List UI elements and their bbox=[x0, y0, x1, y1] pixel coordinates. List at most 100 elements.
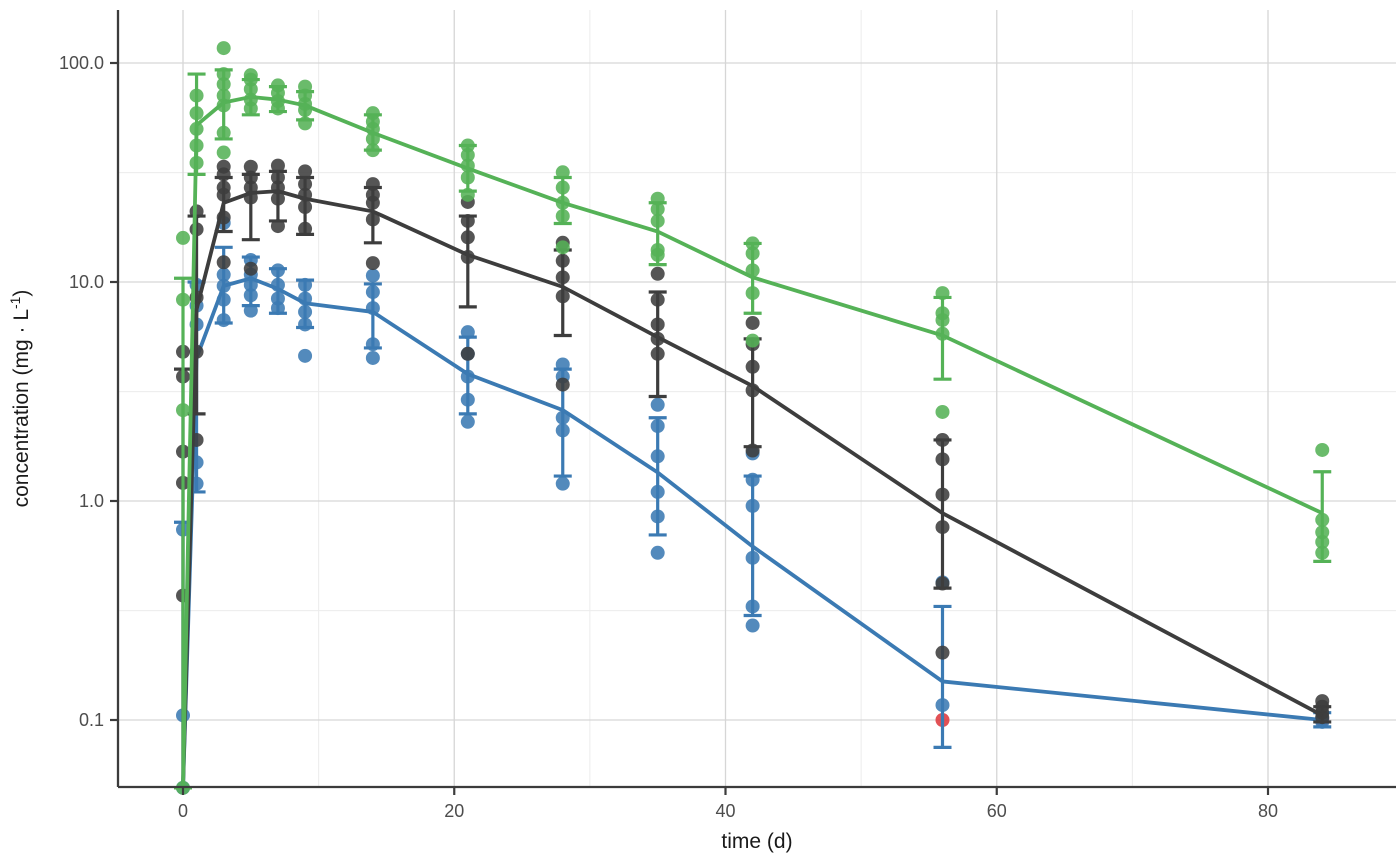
mean-line-low-blue bbox=[181, 276, 1323, 788]
data-point bbox=[555, 270, 570, 285]
data-point bbox=[270, 158, 285, 173]
data-point bbox=[243, 170, 258, 185]
data-point bbox=[935, 432, 950, 447]
data-point bbox=[745, 286, 760, 301]
data-point bbox=[650, 484, 665, 499]
data-point bbox=[298, 221, 313, 236]
data-point bbox=[270, 301, 285, 316]
data-point bbox=[460, 213, 475, 228]
x-tick-label: 80 bbox=[1258, 801, 1278, 821]
data-point bbox=[935, 576, 950, 591]
data-point bbox=[650, 449, 665, 464]
data-point bbox=[745, 599, 760, 614]
data-point bbox=[745, 618, 760, 633]
data-point bbox=[243, 288, 258, 303]
series-high-green bbox=[174, 41, 1332, 795]
data-point bbox=[555, 180, 570, 195]
data-point bbox=[1315, 525, 1330, 540]
data-point bbox=[365, 143, 380, 158]
data-point bbox=[216, 67, 231, 82]
x-tick-label: 40 bbox=[715, 801, 735, 821]
data-point bbox=[216, 267, 231, 282]
data-point bbox=[298, 177, 313, 192]
data-point bbox=[650, 419, 665, 434]
data-point bbox=[1315, 512, 1330, 527]
data-point bbox=[555, 357, 570, 372]
data-point bbox=[1315, 545, 1330, 560]
data-point bbox=[216, 41, 231, 56]
data-point bbox=[365, 177, 380, 192]
data-point bbox=[935, 313, 950, 328]
data-point bbox=[935, 520, 950, 535]
data-point bbox=[460, 170, 475, 185]
data-point bbox=[650, 213, 665, 228]
points-high-green bbox=[176, 41, 1330, 795]
y-axis-title: concentration (mg · L-1) bbox=[7, 290, 33, 508]
data-point bbox=[650, 247, 665, 262]
data-point bbox=[650, 346, 665, 361]
data-point bbox=[365, 337, 380, 352]
data-point bbox=[243, 82, 258, 97]
data-point bbox=[298, 164, 313, 179]
y-tick-label: 1.0 bbox=[79, 491, 104, 511]
data-point bbox=[650, 545, 665, 560]
data-point bbox=[1315, 442, 1330, 457]
data-point bbox=[365, 268, 380, 283]
data-point bbox=[745, 498, 760, 513]
data-point bbox=[365, 195, 380, 210]
data-point bbox=[650, 191, 665, 206]
data-point bbox=[650, 397, 665, 412]
axes: 0 20 40 60 80 0.1 1.0 10.0 100.0 time (d) concentr… bbox=[7, 10, 1396, 853]
x-tick-label: 20 bbox=[444, 801, 464, 821]
data-point bbox=[745, 236, 760, 251]
data-point bbox=[460, 230, 475, 245]
data-point bbox=[555, 377, 570, 392]
data-point bbox=[216, 77, 231, 92]
data-point bbox=[216, 145, 231, 160]
data-point bbox=[1315, 534, 1330, 549]
y-tick-label: 100.0 bbox=[59, 53, 104, 73]
data-point bbox=[189, 88, 204, 103]
data-point bbox=[216, 167, 231, 182]
data-point bbox=[243, 101, 258, 116]
series-mid-black bbox=[174, 158, 1332, 790]
data-point bbox=[555, 476, 570, 491]
data-point bbox=[298, 200, 313, 215]
data-point bbox=[189, 106, 204, 121]
x-tick-label: 0 bbox=[178, 801, 188, 821]
data-point bbox=[243, 159, 258, 174]
data-point bbox=[298, 116, 313, 131]
data-point bbox=[216, 187, 231, 202]
x-tick-label: 60 bbox=[987, 801, 1007, 821]
data-point bbox=[745, 443, 760, 458]
data-point bbox=[935, 452, 950, 467]
data-point bbox=[555, 289, 570, 304]
data-point bbox=[270, 219, 285, 234]
data-point bbox=[745, 550, 760, 565]
data-point bbox=[270, 263, 285, 278]
data-point bbox=[270, 101, 285, 116]
data-point bbox=[460, 325, 475, 340]
data-point bbox=[555, 209, 570, 224]
data-point bbox=[745, 472, 760, 487]
data-point bbox=[216, 125, 231, 140]
points-mid-black bbox=[176, 158, 1330, 725]
data-point bbox=[650, 202, 665, 217]
data-point bbox=[460, 346, 475, 361]
data-point bbox=[298, 348, 313, 363]
data-point bbox=[298, 317, 313, 332]
data-point bbox=[650, 292, 665, 307]
data-point bbox=[650, 266, 665, 281]
data-point bbox=[555, 253, 570, 268]
mean-line-mid-black bbox=[181, 189, 1324, 788]
data-point bbox=[365, 212, 380, 227]
x-axis-title: time (d) bbox=[721, 830, 792, 853]
data-point bbox=[555, 165, 570, 180]
data-point bbox=[460, 414, 475, 429]
data-point bbox=[935, 404, 950, 419]
data-point bbox=[365, 350, 380, 365]
data-point bbox=[270, 170, 285, 185]
